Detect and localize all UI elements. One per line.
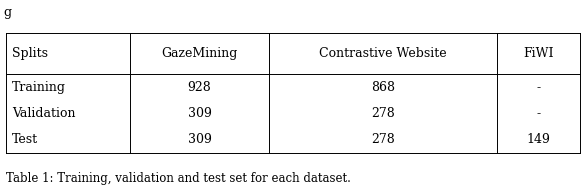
Text: 149: 149	[527, 133, 551, 146]
Text: 278: 278	[371, 133, 395, 146]
Text: Validation: Validation	[12, 107, 75, 120]
Text: Contrastive Website: Contrastive Website	[319, 47, 447, 60]
Text: Test: Test	[12, 133, 38, 146]
Text: 309: 309	[188, 133, 212, 146]
Text: -: -	[537, 107, 541, 120]
Text: GazeMining: GazeMining	[161, 47, 238, 60]
Text: g: g	[3, 6, 11, 19]
Text: Training: Training	[12, 81, 66, 94]
Text: Splits: Splits	[12, 47, 47, 60]
Text: 278: 278	[371, 107, 395, 120]
Text: 868: 868	[371, 81, 395, 94]
Text: -: -	[537, 81, 541, 94]
Text: 309: 309	[188, 107, 212, 120]
Text: Table 1: Training, validation and test set for each dataset.: Table 1: Training, validation and test s…	[6, 172, 351, 185]
Text: FiWI: FiWI	[523, 47, 554, 60]
Text: 928: 928	[188, 81, 212, 94]
